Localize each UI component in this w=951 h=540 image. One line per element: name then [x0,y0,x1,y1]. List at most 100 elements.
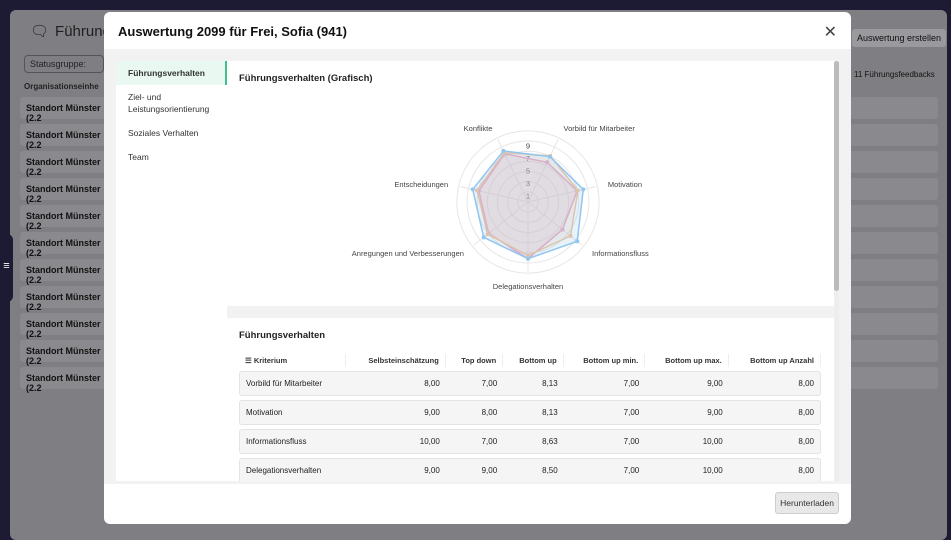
list-item-right[interactable] [850,367,938,389]
list-item-right[interactable] [850,178,938,200]
table-row[interactable]: Motivation 9,00 8,00 8,13 7,00 9,00 8,00 [239,400,821,425]
axis-line [527,139,559,203]
column-header[interactable]: Bottom up max. [645,354,729,367]
data-point [470,187,475,192]
series-area [471,150,585,260]
list-item[interactable]: Standort Münster (2.2 [20,97,110,123]
table-cell: 10,00 [645,458,729,481]
grid-ring [456,130,600,274]
download-button[interactable]: Herunterladen [775,492,839,514]
list-item-right[interactable] [850,286,938,308]
table-panel-title: Führungsverhalten [239,330,326,341]
tick-label: 9 [526,141,530,150]
column-header[interactable]: ☰ Kriterium [239,354,346,367]
nav-fuehrungsverhalten[interactable]: Führungsverhalten [116,61,227,85]
list-item[interactable]: Standort Münster (2.2 [20,259,110,285]
data-point [575,239,580,244]
table-cell: 9,00 [645,400,729,425]
table-cell: 7,00 [563,429,646,454]
axis-label: Entscheidungen [394,180,448,189]
table-cell: Vorbild für Mitarbeiter [239,371,346,396]
data-point [568,233,573,238]
tick-label: 5 [526,167,530,176]
list-item-right[interactable] [850,151,938,173]
list-item-right[interactable] [850,97,938,119]
list-item-right[interactable] [850,232,938,254]
nav-team[interactable]: Team [128,152,149,162]
data-point [475,188,480,193]
list-item-right[interactable] [850,259,938,281]
data-point [575,188,580,193]
list-item[interactable]: Standort Münster (2.2 [20,151,110,177]
list-item-right[interactable] [850,313,938,335]
table-row[interactable]: Delegationsverhalten 9,00 9,00 8,50 7,00 10,0… [239,458,821,481]
list-item-right[interactable] [850,205,938,227]
table-cell: 8,00 [728,458,821,481]
list-item[interactable]: Standort Münster (2.2 [20,124,110,150]
axis-label: Delegationsverhalten [493,282,563,291]
column-header[interactable]: Top down [446,354,504,367]
list-item-right[interactable] [850,124,938,146]
data-point [526,256,530,261]
table-cell: Informationsfluss [239,429,346,454]
nav-ziel-leistung[interactable]: Ziel- und Leistungsorientierung [128,92,210,114]
column-header[interactable]: Bottom up Anzahl [729,354,821,367]
list-item[interactable]: Standort Münster (2.2 [20,313,110,339]
list-item-right[interactable] [850,340,938,362]
table-cell: 8,50 [503,458,564,481]
axis-label: Motivation [608,180,642,189]
table-cell: 8,00 [728,400,821,425]
table-panel: Führungsverhalten ☰ Kriterium Selbsteinsc… [227,318,837,481]
column-header[interactable]: Bottom up min. [564,354,646,367]
series-area [478,152,579,260]
tick-label: 1 [526,192,530,201]
axis-label: Anregungen und Verbesserungen [352,249,464,258]
criteria-table: ☰ Kriterium Selbsteinschätzung Top down Bot… [239,350,821,481]
table-row[interactable]: Informationsfluss 10,00 7,00 8,63 7,00 10,00 8… [239,429,821,454]
table-cell: 8,13 [503,371,564,396]
chart-panel: Führungsverhalten (Grafisch) Vorbild für… [227,61,837,341]
evaluation-dialog: Auswertung 2099 für Frei, Sofia (941) ✕ … [104,12,851,524]
list-item[interactable]: Standort Münster (2.2 [20,178,110,204]
table-cell: 7,00 [563,400,646,425]
close-icon[interactable]: ✕ [823,24,837,41]
table-cell: 7,00 [445,371,504,396]
table-cell: 9,00 [345,400,446,425]
feedback-icon: 🗨 [30,23,50,40]
table-cell: 10,00 [645,429,729,454]
table-cell: 7,00 [563,371,646,396]
list-item[interactable]: Standort Münster (2.2 [20,367,110,393]
list-item[interactable]: Standort Münster (2.2 [20,205,110,231]
table-cell: 9,00 [445,458,504,481]
radar-chart: Vorbild für Mitarbeiter Motivation Informa… [352,124,649,291]
status-filter[interactable]: Statusgruppe: [24,55,104,73]
list-item[interactable]: Standort Münster (2.2 [20,232,110,258]
column-header[interactable]: Organisationseinhe [24,82,99,91]
column-header[interactable]: Bottom up [503,354,564,367]
table-row[interactable]: Vorbild für Mitarbeiter 8,00 7,00 8,13 7,00 9… [239,371,821,396]
chart-panel-title: Führungsverhalten (Grafisch) [239,73,373,84]
table-cell: 8,00 [728,371,821,396]
axis-label: Informationsfluss [592,249,649,258]
header-label: Kriterium [253,356,288,365]
create-evaluation-button[interactable]: Auswertung erstellen [852,29,947,47]
column-header[interactable]: Selbsteinschätzung [346,354,446,367]
data-point [547,154,552,159]
list-item[interactable]: Standort Münster (2.2 [20,340,110,366]
data-point [485,232,490,237]
table-cell: 8,00 [728,429,821,454]
table-cell: 8,00 [345,371,446,396]
list-item[interactable]: Standort Münster (2.2 [20,286,110,312]
table-cell: 9,00 [345,458,446,481]
table-cell: Delegationsverhalten [239,458,346,481]
table-cell: 7,00 [563,458,646,481]
menu-handle[interactable]: ≡ [0,234,13,302]
series-area [476,151,579,257]
menu-icon: ≡ [3,260,10,272]
nav-soziales-verhalten[interactable]: Soziales Verhalten [128,128,199,138]
tick-label: 3 [526,179,530,188]
scrollbar[interactable] [834,61,839,481]
axis-label: Konflikte [464,124,493,133]
axis-label: Vorbild für Mitarbeiter [564,124,636,133]
list-icon: ☰ [245,356,254,365]
